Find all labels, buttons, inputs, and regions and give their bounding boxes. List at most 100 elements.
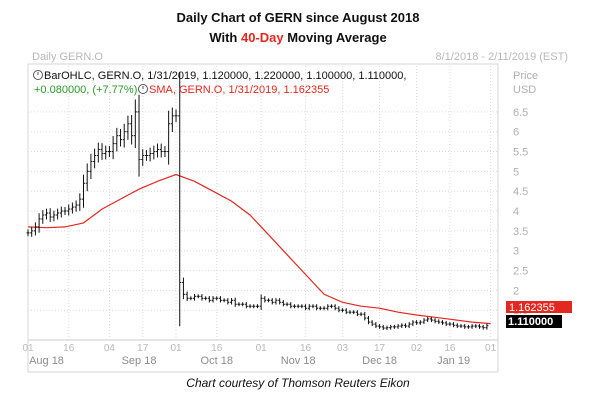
price-bar	[26, 229, 30, 237]
close-value-box	[506, 315, 562, 328]
y-axis-unit: USD	[513, 84, 536, 96]
price-bar	[437, 319, 441, 325]
sma-legend-icon	[138, 84, 148, 94]
price-bar	[244, 302, 248, 309]
price-bar	[82, 174, 86, 208]
y-axis-label: Price	[513, 70, 538, 82]
price-bar	[96, 142, 100, 163]
chart-caption: Chart courtesy of Thomson Reuters Eikon	[186, 376, 410, 390]
price-bar	[355, 310, 359, 317]
x-tick-label: 01	[170, 343, 182, 354]
price-bar	[241, 302, 245, 307]
price-bar	[348, 310, 352, 315]
price-bar	[104, 145, 108, 160]
price-bar	[174, 109, 178, 123]
price-bar	[455, 323, 459, 329]
price-bar	[285, 302, 289, 307]
price-bar	[218, 296, 222, 303]
price-bar	[433, 318, 437, 324]
price-bar	[237, 302, 241, 307]
ohlc-legend-text: BarOHLC, GERN.O, 1/31/2019, 1.120000, 1.…	[44, 70, 406, 82]
price-bar	[189, 296, 193, 301]
change-legend-text: +0.080000, (+7.77%)	[34, 84, 137, 96]
price-bar	[278, 298, 282, 305]
price-bar	[74, 200, 78, 212]
price-bar	[56, 208, 60, 220]
chart-title: Daily Chart of GERN since August 2018	[176, 10, 420, 25]
price-bar	[359, 312, 363, 317]
price-bar	[89, 153, 93, 180]
price-bar	[415, 320, 419, 325]
price-bar	[111, 135, 115, 160]
price-bar	[407, 322, 411, 329]
price-bar	[130, 114, 134, 145]
price-bar	[59, 206, 63, 218]
price-bar	[444, 320, 448, 327]
price-bar	[448, 322, 452, 327]
price-bar	[78, 193, 82, 211]
price-bar	[315, 304, 319, 311]
price-bar	[133, 99, 137, 149]
price-bar	[67, 204, 71, 216]
price-bar	[126, 115, 130, 140]
price-bar	[289, 302, 293, 309]
month-label: Jan 19	[437, 355, 470, 367]
month-label: Nov 18	[281, 355, 316, 367]
price-bar	[156, 143, 160, 158]
x-tick-label: 17	[374, 343, 386, 354]
close-last-value: 1.110000	[508, 316, 553, 328]
price-bar	[148, 147, 152, 162]
x-tick-label: 16	[63, 343, 75, 354]
price-bar	[466, 324, 470, 329]
price-bar	[366, 315, 370, 325]
price-bar	[233, 297, 237, 307]
price-bar	[403, 323, 407, 329]
sma-last-value: 1.162355	[509, 302, 555, 314]
price-bar	[200, 294, 204, 301]
price-bar	[429, 316, 433, 323]
price-bar	[344, 308, 348, 315]
price-bar	[70, 202, 74, 214]
price-bar	[167, 110, 171, 165]
price-bar	[374, 322, 378, 329]
price-bar	[163, 146, 167, 157]
ohlc-legend-icon	[33, 70, 43, 80]
price-bar	[115, 127, 119, 152]
y-tick-label: 4	[513, 206, 519, 218]
price-bar	[418, 320, 422, 325]
price-bar	[459, 324, 463, 329]
price-bar	[170, 107, 174, 133]
price-bar	[263, 296, 267, 303]
price-bar	[396, 324, 400, 329]
price-bar	[248, 304, 252, 309]
x-tick-label: 17	[137, 343, 149, 354]
price-bar	[141, 149, 145, 166]
y-tick-label: 5.5	[513, 147, 528, 159]
x-tick-label: 04	[104, 343, 116, 354]
price-bar	[204, 296, 208, 301]
price-bar	[281, 300, 285, 307]
y-tick-label: 5	[513, 166, 519, 178]
x-tick-label: 01	[22, 343, 34, 354]
month-label: Dec 18	[362, 355, 397, 367]
price-bar	[152, 145, 156, 160]
price-bar	[230, 298, 234, 305]
y-tick-label: 3.5	[513, 226, 528, 238]
price-bar	[392, 324, 396, 329]
price-bar	[48, 208, 52, 222]
price-bar	[196, 294, 200, 299]
month-label: Aug 18	[29, 355, 64, 367]
x-tick-label: 16	[300, 343, 312, 354]
legend: BarOHLC, GERN.O, 1/31/2019, 1.120000, 1.…	[33, 70, 406, 96]
price-bar	[45, 208, 49, 220]
x-tick-label: 03	[337, 343, 349, 354]
x-tick-label: 01	[256, 343, 268, 354]
subtitle-highlight: 40-Day	[240, 30, 284, 45]
price-bar	[122, 123, 126, 148]
month-label: Oct 18	[201, 355, 233, 367]
price-bar	[440, 320, 444, 325]
price-bar	[193, 293, 197, 301]
x-tick-label: 02	[411, 343, 423, 354]
price-bar	[411, 320, 415, 327]
